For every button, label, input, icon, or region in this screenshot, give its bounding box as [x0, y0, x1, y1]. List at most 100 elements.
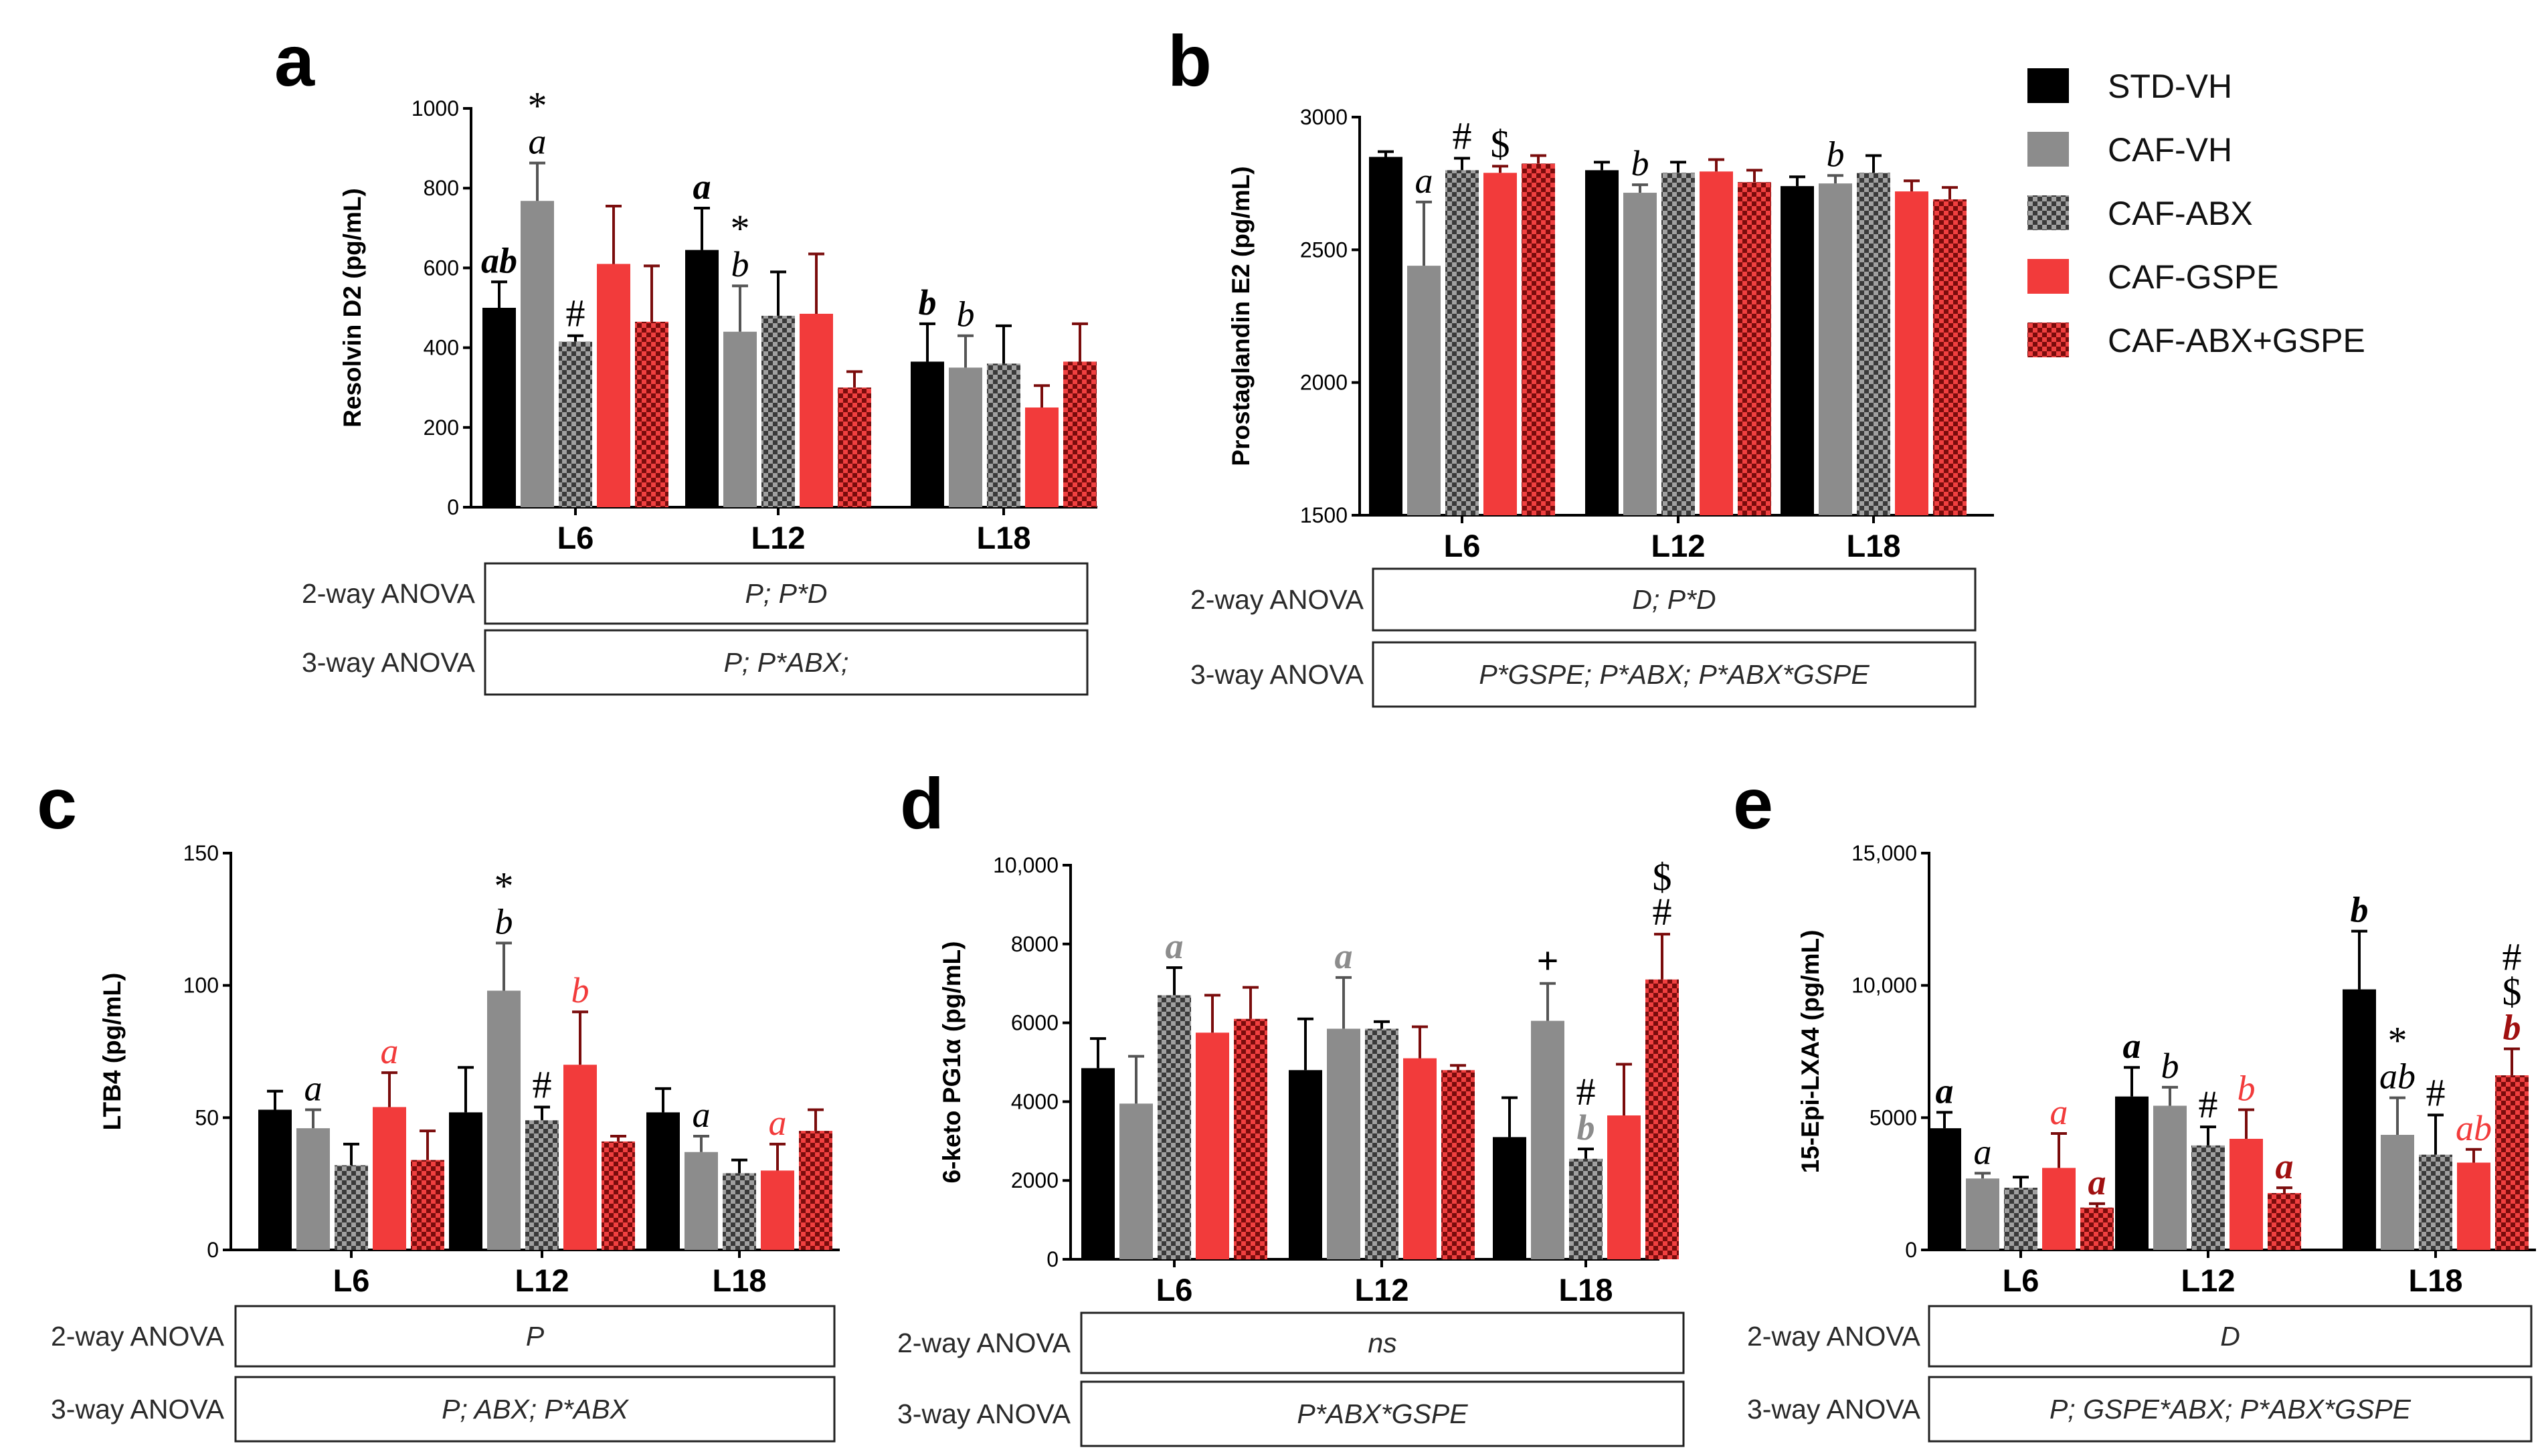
significance-annotation: #: [2502, 935, 2522, 979]
anova-label-three-way: 3-way ANOVA: [1190, 659, 1364, 690]
bar-caf-abx-gspe-l12: [1738, 182, 1771, 515]
anova-box: [1928, 1305, 2533, 1368]
bar-std-vh-l6: [258, 1109, 292, 1250]
significance-annotation: $: [1653, 855, 1672, 899]
significance-annotation: *: [2388, 1019, 2407, 1063]
bar-caf-vh-l18: [1531, 1020, 1564, 1259]
significance-annotation: #: [1653, 890, 1672, 933]
anova-box: [1372, 641, 1977, 708]
bar-std-vh-l12: [1289, 1070, 1322, 1259]
bar-caf-gspe-l6: [597, 264, 630, 507]
y-tick-label: 1000: [412, 96, 459, 120]
bar-std-vh-l6: [1928, 1128, 1961, 1250]
bar-caf-abx-l18: [1569, 1158, 1603, 1259]
anova-result-two-way: P; P*D: [745, 578, 827, 609]
legend-swatch-caf-gspe: [2027, 259, 2069, 294]
bar-caf-abx-gspe-l6: [635, 321, 668, 507]
anova-label-three-way: 3-way ANOVA: [302, 647, 476, 678]
anova-label-two-way: 2-way ANOVA: [1747, 1321, 1921, 1352]
y-tick-label: 100: [183, 974, 219, 998]
y-tick-label: 6000: [1011, 1011, 1059, 1035]
legend-label-caf-abx-gspe: CAF-ABX+GSPE: [2108, 322, 2365, 359]
anova-result-two-way: ns: [1368, 1328, 1396, 1358]
significance-annotation: a: [1974, 1131, 1992, 1172]
y-tick-label: 3000: [1300, 105, 1348, 129]
bar-caf-abx-l12: [2191, 1145, 2225, 1250]
bar-std-vh-l18: [646, 1112, 680, 1250]
legend-swatch-std-vh: [2027, 68, 2069, 103]
bar-caf-vh-l6: [296, 1128, 330, 1250]
bar-caf-gspe-l6: [373, 1107, 406, 1250]
significance-annotation: #: [566, 292, 585, 335]
significance-annotation: *: [731, 207, 750, 250]
y-tick-label: 200: [424, 416, 459, 440]
bar-caf-abx-gspe-l6: [1522, 163, 1555, 515]
bar-caf-vh-l12: [2153, 1105, 2187, 1250]
bar-caf-gspe-l18: [2457, 1162, 2490, 1250]
bar-caf-abx-l18: [723, 1173, 756, 1250]
significance-annotation: b: [731, 244, 749, 284]
y-tick-label: 50: [195, 1105, 219, 1129]
panel-b: b 1500 2000 2500 3000 Prostaglandin E2 (pg/mL…: [1168, 20, 1994, 708]
panel-letter: c: [37, 763, 77, 844]
bar-caf-abx-l6: [1158, 995, 1191, 1259]
bar-caf-gspe-l12: [1700, 171, 1733, 516]
bar-std-vh-l18: [2343, 989, 2376, 1250]
y-tick-label: 15,000: [1851, 841, 1917, 865]
significance-annotation: a: [529, 122, 547, 162]
bar-caf-vh-l12: [1623, 193, 1657, 515]
x-tick-label-l6: L6: [2003, 1263, 2039, 1298]
x-tick-label-l6: L6: [1156, 1272, 1193, 1307]
bar-caf-abx-gspe-l6: [2080, 1207, 2114, 1250]
significance-annotation: *: [494, 864, 514, 907]
anova-label-three-way: 3-way ANOVA: [1747, 1394, 1921, 1425]
anova-box: [1080, 1311, 1685, 1374]
significance-annotation: b: [2238, 1068, 2256, 1108]
significance-annotation: ab: [2379, 1057, 2416, 1097]
y-axis-title: Resolvin D2 (pg/mL): [339, 188, 366, 428]
bar-caf-vh-l18: [1819, 183, 1852, 515]
bar-caf-abx-gspe-l12: [1441, 1070, 1475, 1259]
bar-std-vh-l18: [1493, 1137, 1526, 1259]
anova-box: [234, 1305, 836, 1368]
bar-caf-abx-gspe-l12: [602, 1141, 635, 1250]
bar-caf-abx-gspe-l12: [2268, 1193, 2301, 1250]
y-tick-label: 400: [424, 336, 459, 360]
panel-a: a 0 200 400 600 800 1000 Resolvin D2 (pg/mL) L6 L…: [274, 20, 1097, 696]
significance-annotation: a: [2050, 1092, 2068, 1132]
significance-annotation: a: [304, 1068, 323, 1108]
bar-caf-gspe-l18: [1025, 407, 1059, 507]
anova-label-two-way: 2-way ANOVA: [897, 1328, 1071, 1358]
y-tick-label: 10,000: [993, 853, 1059, 877]
bar-caf-vh-l18: [2381, 1135, 2414, 1250]
significance-annotation: b: [1631, 143, 1649, 183]
bar-caf-abx-gspe-l6: [1234, 1018, 1267, 1259]
bar-caf-abx-l18: [1857, 173, 1890, 515]
y-tick-label: 150: [183, 841, 219, 865]
legend: STD-VH CAF-VH CAF-ABX CAF-GSPE CAF-ABX+GSPE: [2027, 68, 2365, 359]
y-tick-label: 800: [424, 176, 459, 200]
anova-result-three-way: P; P*ABX;: [724, 647, 849, 678]
significance-annotation: b: [1577, 1107, 1595, 1148]
significance-annotation: a: [1335, 936, 1353, 976]
significance-annotation: *: [528, 84, 547, 128]
y-tick-label: 4000: [1011, 1089, 1059, 1113]
y-axis-title: LTB4 (pg/mL): [98, 973, 126, 1131]
anova-result-three-way: P; GSPE*ABX; P*ABX*GSPE: [2050, 1394, 2412, 1425]
y-tick-label: 0: [447, 495, 459, 519]
significance-annotation: b: [2503, 1008, 2521, 1048]
anova-label-two-way: 2-way ANOVA: [51, 1321, 225, 1352]
bar-std-vh-l12: [685, 250, 719, 507]
anova-box: [1372, 567, 1977, 632]
significance-annotation: a: [769, 1103, 787, 1143]
significance-annotation: b: [1827, 134, 1845, 174]
bar-caf-gspe-l12: [563, 1065, 597, 1250]
anova-box: [484, 629, 1089, 696]
bar-caf-abx-gspe-l18: [799, 1131, 832, 1250]
x-tick-label-l6: L6: [1444, 528, 1481, 563]
significance-annotation: a: [693, 1095, 711, 1135]
bar-caf-abx-gspe-l18: [2495, 1075, 2529, 1250]
bar-caf-gspe-l18: [1607, 1115, 1641, 1259]
